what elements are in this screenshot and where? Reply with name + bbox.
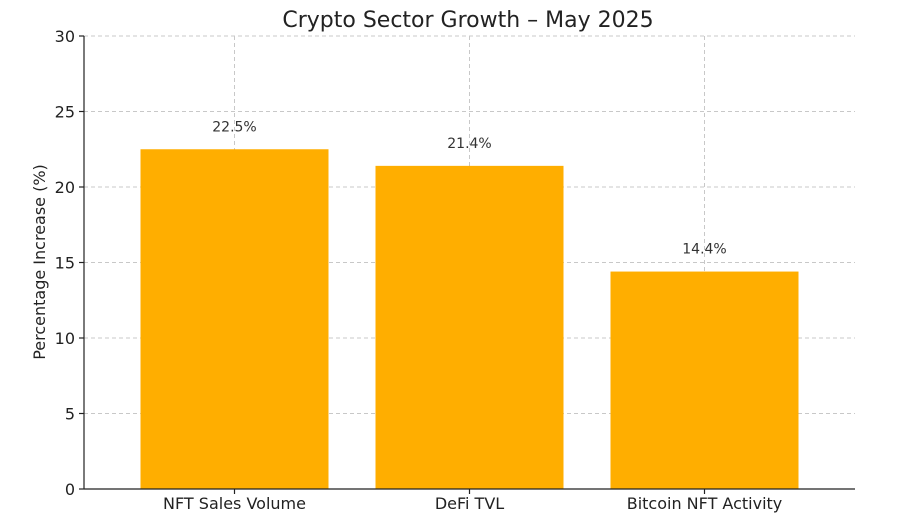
bar-bitcoin-nft-activity [610, 271, 799, 489]
y-tick-label: 20 [55, 178, 75, 197]
bar-defi-tvl [375, 165, 564, 490]
data-label: 21.4% [447, 136, 491, 152]
bar-nft-sales-volume [140, 149, 329, 489]
y-tick-label: 0 [65, 480, 75, 499]
y-tick-label: 5 [65, 405, 75, 424]
bars [140, 149, 799, 490]
y-tick-label: 15 [55, 254, 75, 273]
data-label: 22.5% [212, 119, 256, 135]
y-tick-label: 10 [55, 329, 75, 348]
x-tick-label: Bitcoin NFT Activity [627, 494, 783, 513]
x-tick-label: DeFi TVL [435, 494, 504, 513]
labels: 0 5 10 15 20 25 30 NFT Sales Volume DeFi TVL Bitc… [55, 27, 783, 513]
y-tick-label: 30 [55, 27, 75, 46]
chart-title: Crypto Sector Growth – May 2025 [282, 8, 653, 33]
data-label: 14.4% [682, 242, 726, 258]
y-axis-label: Percentage Increase (%) [30, 164, 49, 360]
x-tick-label: NFT Sales Volume [163, 494, 306, 513]
y-tick-label: 25 [55, 103, 75, 122]
axes [79, 35, 855, 494]
